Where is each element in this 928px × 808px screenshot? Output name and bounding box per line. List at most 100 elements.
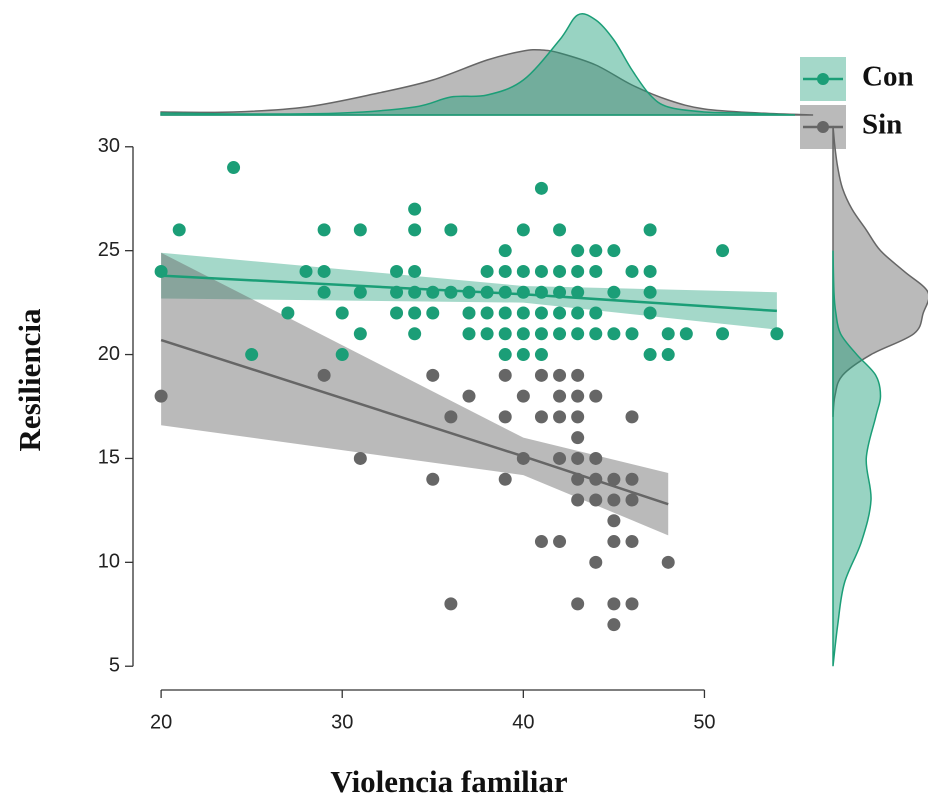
x-density bbox=[160, 48, 814, 116]
point bbox=[426, 285, 440, 299]
point bbox=[335, 306, 349, 320]
point bbox=[444, 223, 458, 237]
point bbox=[607, 535, 621, 549]
point bbox=[227, 161, 241, 175]
point bbox=[408, 223, 422, 237]
point bbox=[516, 285, 530, 299]
point bbox=[625, 472, 639, 486]
point bbox=[353, 285, 367, 299]
legend-dot bbox=[817, 121, 829, 133]
point bbox=[625, 264, 639, 278]
point bbox=[516, 327, 530, 341]
point bbox=[390, 264, 404, 278]
point bbox=[571, 244, 585, 258]
point bbox=[553, 327, 567, 341]
point bbox=[589, 389, 603, 403]
point bbox=[498, 264, 512, 278]
point bbox=[571, 451, 585, 465]
point bbox=[426, 306, 440, 320]
point bbox=[534, 181, 548, 195]
x-tick-label: 40 bbox=[512, 711, 534, 733]
point bbox=[589, 327, 603, 341]
point bbox=[534, 327, 548, 341]
y-tick-label: 15 bbox=[98, 447, 120, 469]
point bbox=[589, 451, 603, 465]
x-tick-label: 30 bbox=[331, 711, 353, 733]
point bbox=[408, 202, 422, 216]
point bbox=[716, 244, 730, 258]
point bbox=[281, 306, 295, 320]
point bbox=[444, 410, 458, 424]
point bbox=[353, 327, 367, 341]
point bbox=[607, 244, 621, 258]
point bbox=[589, 493, 603, 507]
point bbox=[589, 264, 603, 278]
point bbox=[353, 223, 367, 237]
point bbox=[553, 223, 567, 237]
point bbox=[716, 327, 730, 341]
point bbox=[589, 555, 603, 569]
point bbox=[643, 285, 657, 299]
point bbox=[553, 306, 567, 320]
point bbox=[462, 327, 476, 341]
point bbox=[534, 535, 548, 549]
point bbox=[317, 264, 331, 278]
legend-label: Con bbox=[862, 61, 914, 93]
point bbox=[408, 306, 422, 320]
point bbox=[643, 306, 657, 320]
point bbox=[498, 244, 512, 258]
point bbox=[643, 264, 657, 278]
point bbox=[661, 555, 675, 569]
point bbox=[553, 389, 567, 403]
point bbox=[553, 410, 567, 424]
point bbox=[172, 223, 186, 237]
y-tick-label: 5 bbox=[109, 655, 120, 677]
point bbox=[317, 223, 331, 237]
point bbox=[607, 493, 621, 507]
y-density bbox=[832, 250, 882, 667]
point bbox=[607, 327, 621, 341]
point bbox=[353, 451, 367, 465]
x-tick-label: 50 bbox=[693, 711, 715, 733]
point bbox=[571, 264, 585, 278]
point bbox=[408, 327, 422, 341]
point bbox=[408, 264, 422, 278]
point bbox=[571, 493, 585, 507]
point bbox=[553, 535, 567, 549]
point bbox=[426, 472, 440, 486]
point bbox=[317, 285, 331, 299]
point bbox=[571, 389, 585, 403]
point bbox=[498, 306, 512, 320]
point bbox=[462, 306, 476, 320]
point bbox=[317, 368, 331, 382]
point bbox=[553, 264, 567, 278]
point bbox=[607, 618, 621, 632]
point bbox=[516, 306, 530, 320]
point bbox=[516, 264, 530, 278]
point bbox=[589, 306, 603, 320]
point bbox=[534, 306, 548, 320]
point bbox=[480, 306, 494, 320]
point bbox=[571, 410, 585, 424]
point bbox=[679, 327, 693, 341]
regression-line bbox=[160, 338, 669, 506]
point bbox=[498, 327, 512, 341]
point bbox=[498, 348, 512, 362]
point bbox=[607, 285, 621, 299]
point bbox=[625, 410, 639, 424]
point bbox=[607, 597, 621, 611]
point bbox=[516, 348, 530, 362]
point bbox=[480, 327, 494, 341]
point bbox=[516, 389, 530, 403]
point bbox=[625, 327, 639, 341]
point bbox=[480, 264, 494, 278]
point bbox=[625, 535, 639, 549]
point bbox=[154, 389, 168, 403]
y-density bbox=[832, 125, 928, 417]
point bbox=[498, 410, 512, 424]
regression-line bbox=[161, 274, 777, 313]
point bbox=[589, 244, 603, 258]
point bbox=[553, 451, 567, 465]
point bbox=[534, 368, 548, 382]
point bbox=[661, 327, 675, 341]
